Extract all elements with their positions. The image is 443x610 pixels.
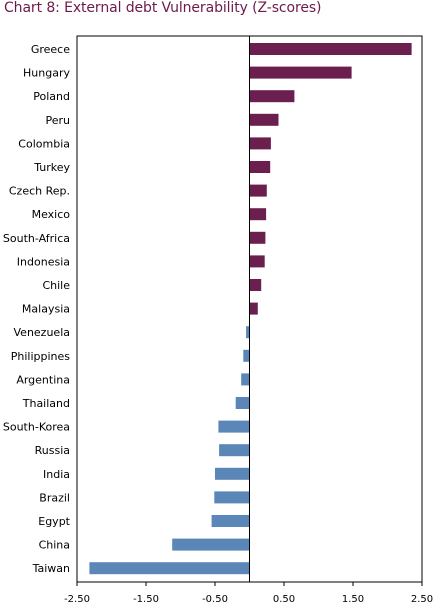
category-label: Poland [33,90,70,103]
category-label: Colombia [18,137,70,150]
bar [235,397,250,409]
tick-label: 0.50 [273,594,295,605]
category-label: Czech Rep. [9,185,70,198]
bar [172,538,250,551]
bar [246,326,250,339]
category-label: Russia [35,444,70,457]
chart-title: Chart 8: External debt Vulnerability (Z-… [4,0,322,16]
bar [249,208,267,221]
category-label: China [39,539,70,552]
tick-label: 1.50 [342,594,364,605]
bar [249,255,265,268]
bar [241,373,250,386]
category-label: Venezuela [14,326,71,339]
bar [249,231,266,244]
bar [214,491,250,504]
category-label: Indonesia [17,255,70,268]
bar [243,349,250,362]
bar [249,113,279,126]
bar [211,515,250,527]
category-label: Brazil [39,491,70,504]
category-label: Hungary [23,67,70,80]
bar [89,562,250,575]
category-label: Greece [31,43,70,56]
bar [215,467,250,480]
bar [249,184,267,197]
category-label: Mexico [32,208,71,221]
category-label: Argentina [16,373,70,386]
bar [249,302,258,315]
bar [219,444,250,457]
category-label: Taiwan [32,562,70,575]
tick-label: -1.50 [133,594,159,605]
bar [249,66,352,79]
category-label: Turkey [33,161,70,174]
tick-label: -2.50 [64,594,90,605]
bar [249,90,295,103]
bar [249,161,271,173]
bar [249,137,271,150]
category-label: South-Korea [3,421,70,434]
category-label: Chile [42,279,70,292]
category-label: Thailand [22,397,70,410]
category-label: Malaysia [22,303,70,316]
category-label: India [43,468,70,481]
tick-label: -0.50 [202,594,228,605]
category-label: Philippines [11,350,71,363]
bar [218,420,250,433]
category-label: South-Africa [3,232,70,245]
category-label: Peru [45,114,70,127]
bar [249,43,412,55]
bar [249,279,262,291]
tick-label: 2.50 [411,594,433,605]
category-label: Egypt [38,515,70,528]
